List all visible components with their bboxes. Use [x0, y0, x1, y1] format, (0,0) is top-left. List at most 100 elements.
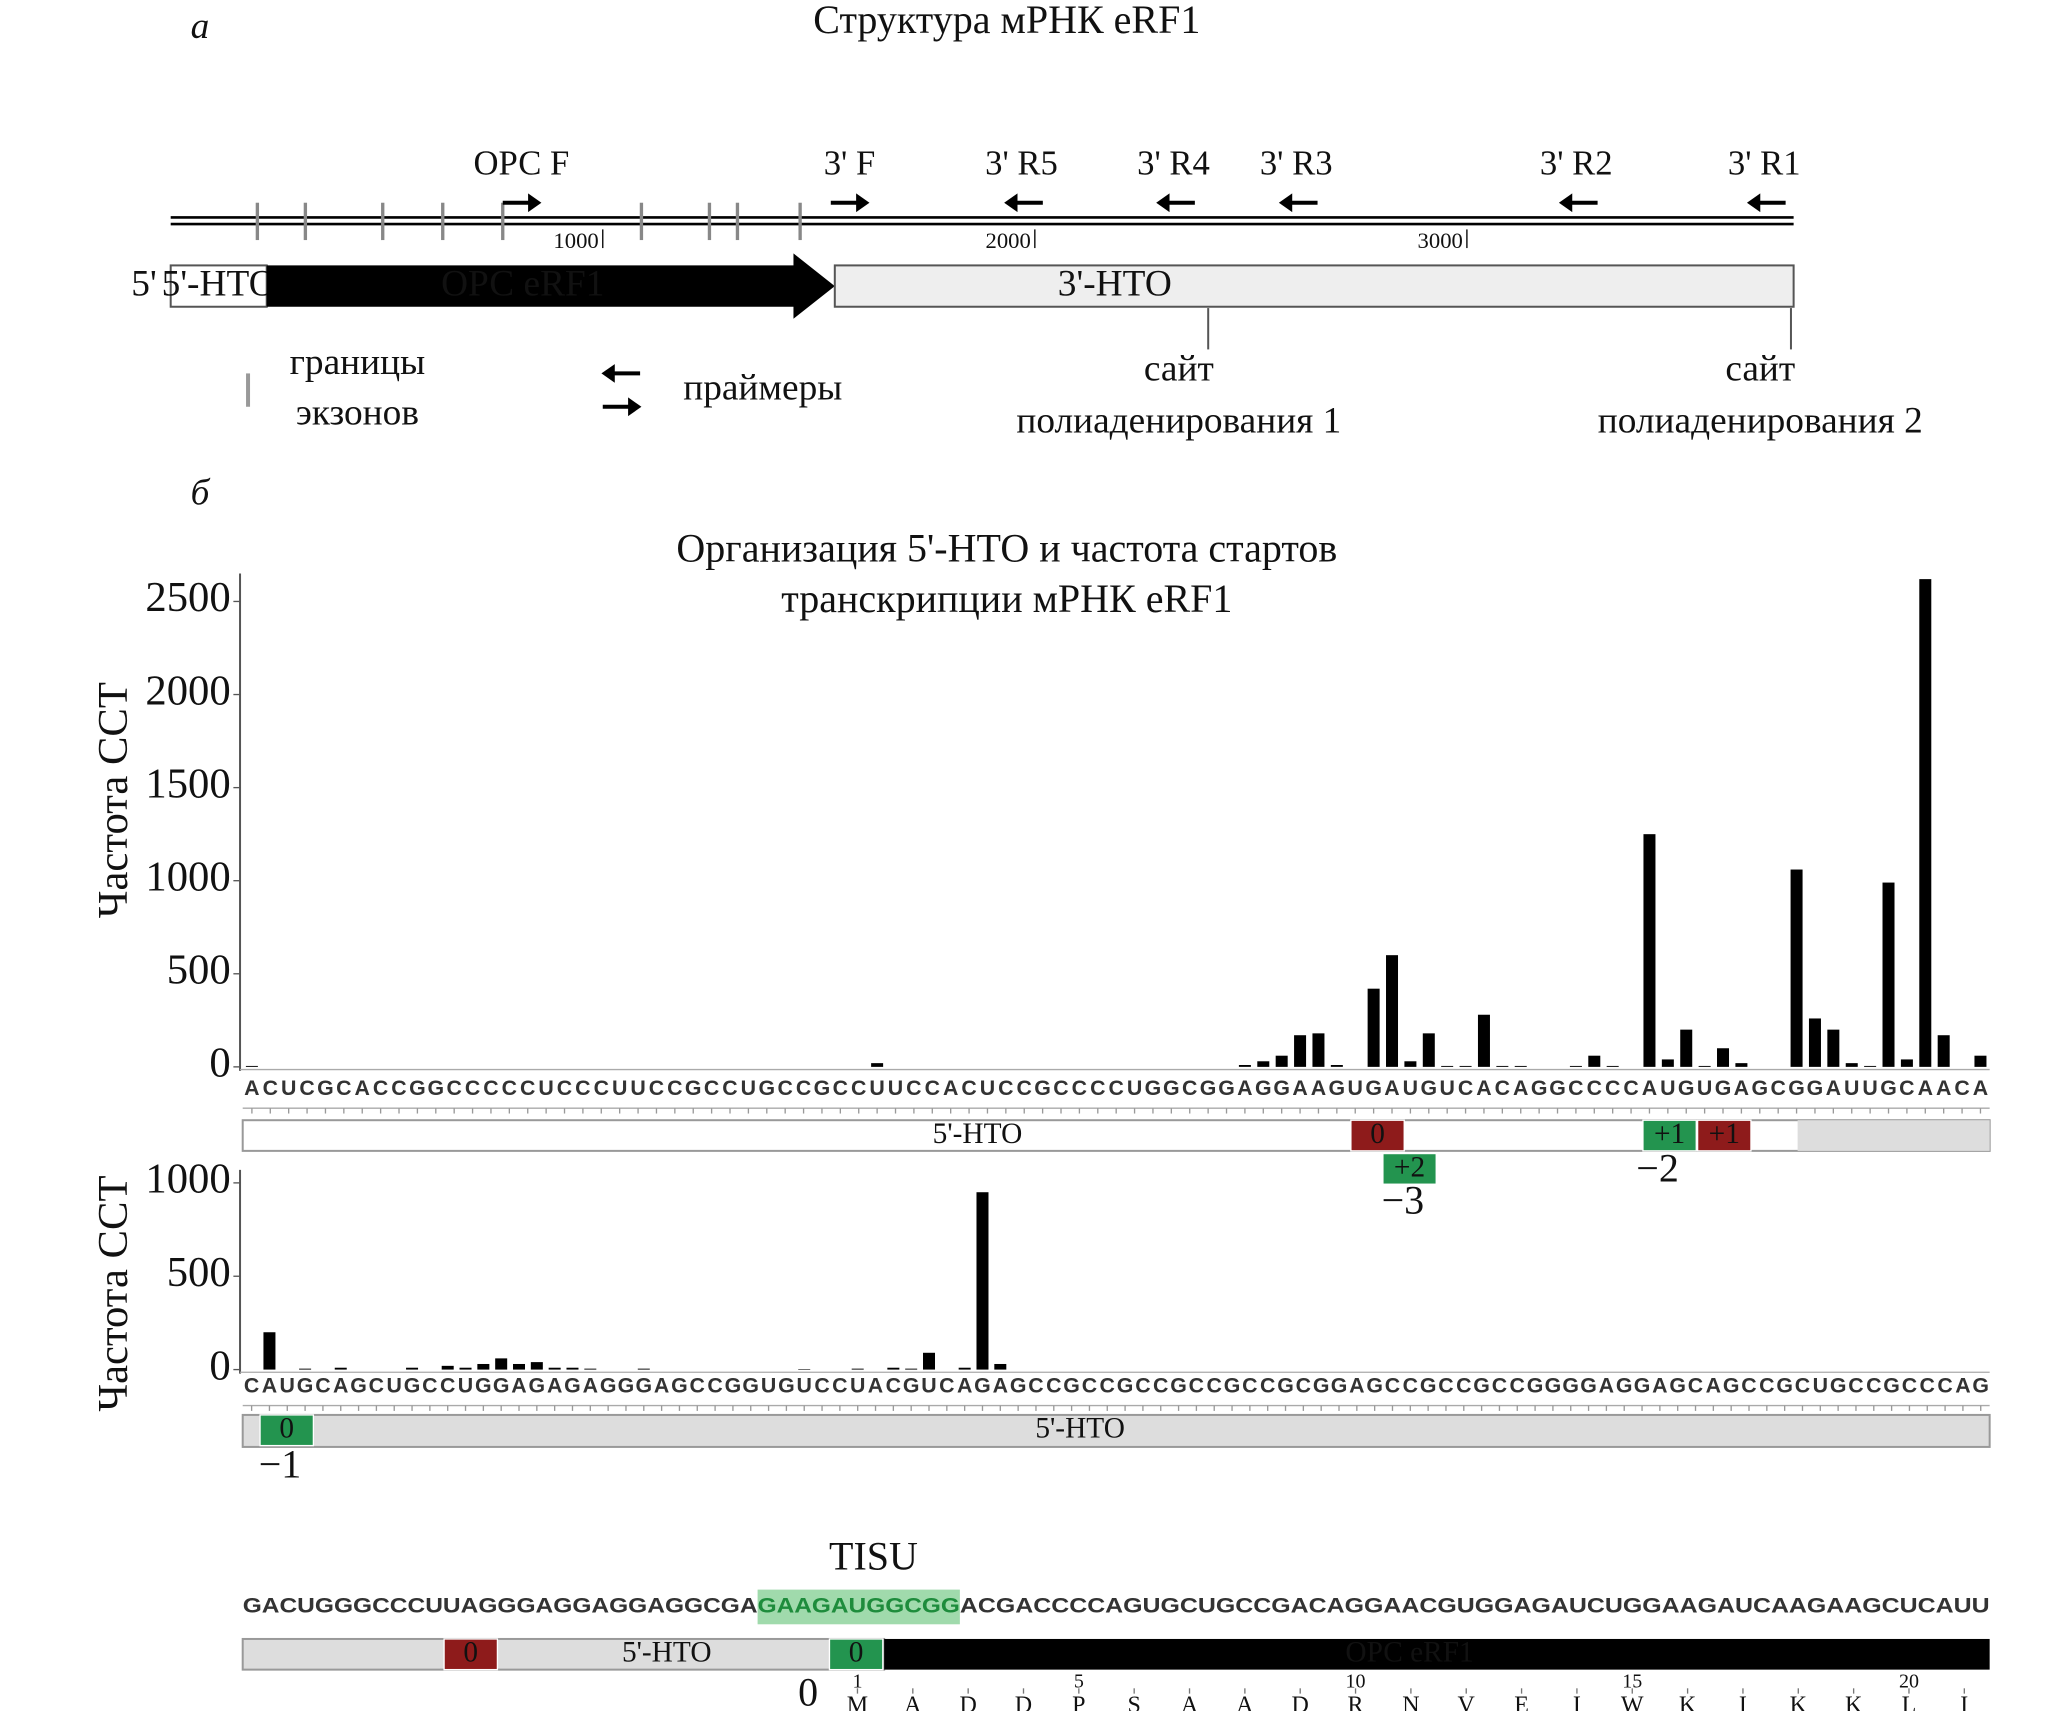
sequence-letter: C: [1242, 1374, 1257, 1398]
sequence-letter: G: [317, 1076, 334, 1100]
sequence-letter: G: [1420, 1374, 1437, 1398]
sequence-letter: A: [1734, 1076, 1749, 1100]
sequence-letter: U: [980, 1076, 995, 1100]
sequence-letter: G: [685, 1076, 702, 1100]
bar: [1257, 1061, 1270, 1067]
sequence-letter: G: [1807, 1076, 1824, 1100]
sequence-letter: C: [777, 1076, 792, 1100]
bar: [1864, 1065, 1877, 1067]
amino-acid: A: [1236, 1692, 1254, 1711]
sequence-letter: C: [690, 1374, 705, 1398]
sequence-letter: C: [1090, 1076, 1105, 1100]
sequence-letter: C: [886, 1374, 901, 1398]
reading-frame-label: 0: [463, 1637, 478, 1669]
bar: [1477, 1014, 1490, 1067]
sequence-letter: G: [1224, 1374, 1241, 1398]
reading-frame: [1696, 1119, 1752, 1152]
sequence-letter: C: [1082, 1374, 1097, 1398]
sequence-letter: G: [1331, 1374, 1348, 1398]
sequence-letter: C: [707, 1374, 722, 1398]
sequence-letter: C: [1046, 1374, 1061, 1398]
sequence-letter: C: [1182, 1076, 1197, 1100]
sequence-letter: C: [833, 1076, 848, 1100]
primer-label: 3' R1: [1728, 145, 1801, 183]
tisu-highlight: [757, 1589, 960, 1625]
track-shaded: [1797, 1120, 1990, 1151]
bar: [923, 1352, 936, 1370]
aa-number: 5: [1074, 1671, 1084, 1693]
sequence-letter: G: [742, 1374, 759, 1398]
polya-label: полиаденирования 1: [1016, 401, 1341, 442]
sequence-letter: G: [1170, 1374, 1187, 1398]
amino-acid: I: [1739, 1692, 1747, 1711]
sequence-letter: G: [1580, 1374, 1597, 1398]
sequence-letter: U: [1813, 1374, 1828, 1398]
y-axis-label: Частота ССТ: [90, 1175, 137, 1411]
sequence-letter: U: [1660, 1076, 1675, 1100]
bar: [1900, 1059, 1913, 1067]
sequence-letter: G: [1723, 1374, 1740, 1398]
sequence-letter: U: [1844, 1076, 1859, 1100]
bar: [1404, 1061, 1417, 1067]
sequence-letter: U: [921, 1374, 936, 1398]
bar: [566, 1367, 579, 1370]
sequence-letter: A: [355, 1076, 370, 1100]
sequence-letter: C: [1296, 1374, 1311, 1398]
sequence-letter: A: [1292, 1076, 1307, 1100]
reading-frame-label: 0: [1370, 1118, 1385, 1150]
bar: [1643, 834, 1656, 1067]
sequence-letter: G: [618, 1374, 635, 1398]
sequence-letter: U: [612, 1076, 627, 1100]
sequence-letter: C: [667, 1076, 682, 1100]
sequence-letter: U: [630, 1076, 645, 1100]
primer-label: 3' F: [824, 145, 876, 183]
primer-arrow-head: [1004, 193, 1018, 213]
track-label: 5'-НТО: [622, 1637, 712, 1669]
reading-frame-label: 0: [279, 1413, 294, 1445]
segment-label: 5'-НТО: [162, 263, 276, 304]
amino-acid: R: [1348, 1692, 1364, 1711]
sequence-letter: C: [1688, 1374, 1703, 1398]
bar: [1845, 1063, 1858, 1067]
sequence-letter: C: [369, 1374, 384, 1398]
reading-frame-label: +2: [1394, 1151, 1425, 1183]
sequence-letter: G: [1366, 1374, 1383, 1398]
sequence-letter: G: [1616, 1374, 1633, 1398]
sequence-letter: G: [814, 1076, 831, 1100]
sequence-letter: A: [1918, 1076, 1933, 1100]
sequence-letter: G: [600, 1374, 617, 1398]
sequence-letter: A: [1599, 1374, 1614, 1398]
bar: [871, 1063, 884, 1067]
sequence-letter: C: [1902, 1374, 1917, 1398]
sequence-letter: G: [1117, 1374, 1134, 1398]
amino-acid: A: [1181, 1692, 1199, 1711]
primer-label: 3' R2: [1540, 145, 1613, 183]
sequence-letter: A: [1384, 1076, 1399, 1100]
reading-frame: [443, 1638, 499, 1671]
sequence-letter: C: [998, 1076, 1013, 1100]
sequence-letter: G: [778, 1374, 795, 1398]
amino-acid: K: [1679, 1692, 1697, 1711]
sequence-letter: C: [1028, 1374, 1043, 1398]
sequence-letter: G: [564, 1374, 581, 1398]
amino-acid: W: [1621, 1692, 1644, 1711]
sequence-letter: G: [1972, 1374, 1989, 1398]
y-tick-label: 500: [167, 947, 231, 994]
sequence-letter: A: [547, 1374, 562, 1398]
sequence-letter: C: [422, 1374, 437, 1398]
sequence-letter: G: [1277, 1374, 1294, 1398]
chart-title: транскрипции мРНК eRF1: [781, 576, 1232, 621]
orf-arrow: [266, 253, 835, 319]
sequence-letter: C: [594, 1076, 609, 1100]
sequence-letter: U: [458, 1374, 473, 1398]
panel-label: б: [191, 473, 211, 514]
sequence-letter: C: [1899, 1076, 1914, 1100]
sequence-letter: C: [440, 1374, 455, 1398]
sequence-letter: C: [1920, 1374, 1935, 1398]
sequence-letter: G: [1200, 1076, 1217, 1100]
sequence-letter: C: [263, 1076, 278, 1100]
sequence-letter: C: [1492, 1374, 1507, 1398]
sequence-letter: C: [1770, 1076, 1785, 1100]
bar: [1661, 1059, 1674, 1067]
